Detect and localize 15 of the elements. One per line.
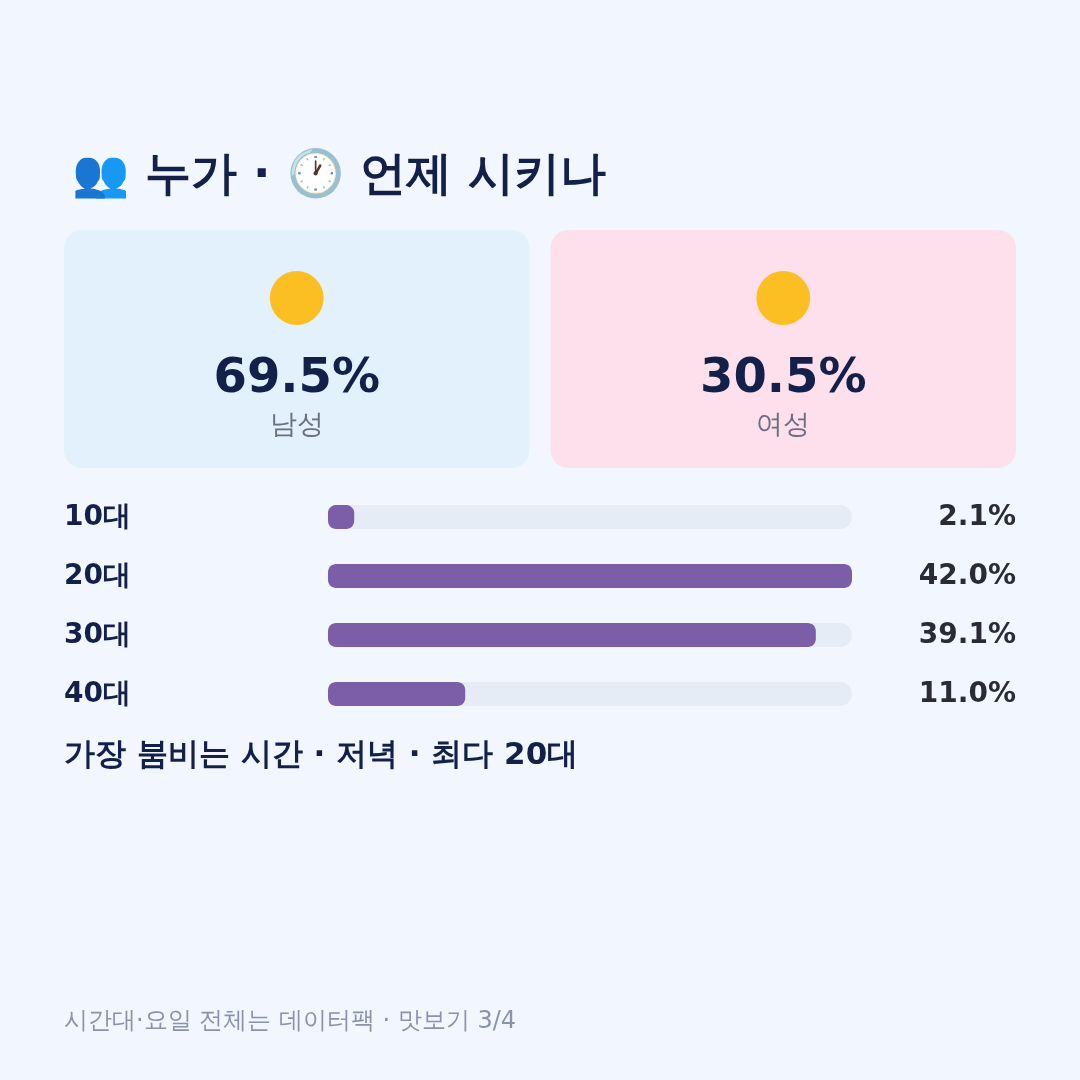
data-label: 69.5% <box>213 347 381 403</box>
category-label: 여성 <box>756 408 811 439</box>
text: 👥 누가 · 🕐 언제 시키나 <box>72 146 606 200</box>
y-tick-label: 20대 <box>64 558 131 591</box>
data-label: 39.1% <box>918 617 1016 650</box>
y-tick-label: 10대 <box>64 499 131 532</box>
data-label: 30.5% <box>699 347 867 403</box>
text: 가장 붐비는 시간 · 저녁 · 최다 20대 <box>64 735 579 771</box>
text: 시간대·요일 전체는 데이터팩 · 맛보기 3/4 <box>64 1006 517 1034</box>
category-label: 남성 <box>269 408 324 439</box>
data-label: 2.1% <box>938 499 1016 532</box>
data-label: 11.0% <box>918 676 1016 709</box>
y-tick-label: 40대 <box>64 676 131 709</box>
y-tick-label: 30대 <box>64 617 131 650</box>
data-label: 42.0% <box>918 558 1016 591</box>
